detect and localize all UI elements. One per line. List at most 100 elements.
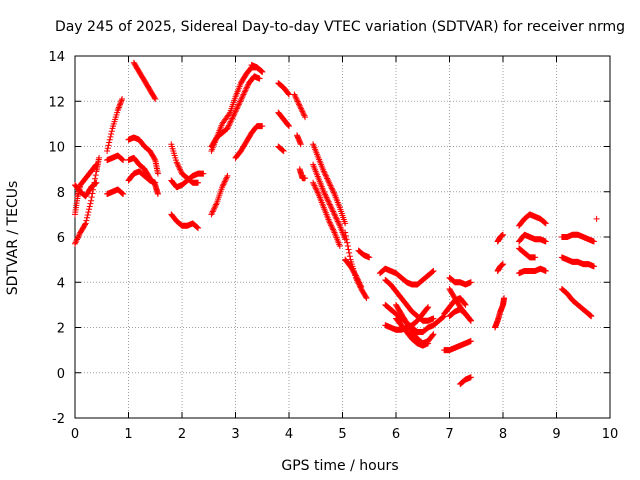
data-point <box>346 253 353 260</box>
y-tick-label: 8 <box>57 186 65 201</box>
data-point <box>362 293 369 300</box>
series-s26 <box>310 161 349 243</box>
data-point <box>328 222 335 229</box>
data-point <box>107 133 114 140</box>
data-point <box>108 128 115 135</box>
y-tick-label: 14 <box>48 50 65 65</box>
data-point <box>312 185 319 192</box>
data-point <box>92 162 99 169</box>
series-s42 <box>441 338 474 354</box>
data-point <box>243 84 250 91</box>
data-point <box>221 179 228 186</box>
data-point <box>89 190 96 197</box>
data-point <box>279 147 286 154</box>
data-point <box>335 219 342 226</box>
series-s24 <box>296 166 309 182</box>
data-point <box>232 108 239 115</box>
series-s17 <box>232 123 266 161</box>
data-point <box>151 155 158 162</box>
data-point <box>96 154 103 161</box>
series-s27 <box>310 179 343 250</box>
data-point <box>219 184 226 191</box>
data-point <box>330 209 337 216</box>
x-tick-label: 2 <box>178 427 186 442</box>
data-point <box>173 159 180 166</box>
data-point <box>344 239 351 246</box>
data-point <box>174 162 181 169</box>
data-point <box>328 183 335 190</box>
data-point <box>323 174 330 181</box>
data-point <box>230 112 237 119</box>
data-point <box>92 175 99 182</box>
data-point <box>321 169 328 176</box>
data-point <box>320 168 327 175</box>
data-point <box>332 214 339 221</box>
x-tick-label: 8 <box>499 427 507 442</box>
data-point <box>336 243 343 250</box>
data-point <box>326 179 333 186</box>
data-point <box>501 295 508 302</box>
data-point <box>225 122 232 129</box>
data-point <box>244 82 251 89</box>
data-point <box>326 200 333 207</box>
series-s07 <box>130 59 159 102</box>
data-point <box>326 219 333 226</box>
data-point <box>72 239 79 246</box>
series-s02 <box>72 161 100 218</box>
data-point <box>345 246 352 253</box>
data-point <box>228 116 235 123</box>
series-s18 <box>248 62 266 75</box>
data-point <box>325 198 332 205</box>
data-point <box>154 191 161 198</box>
data-point <box>324 175 331 182</box>
data-point <box>353 273 360 280</box>
series-s14 <box>208 172 231 218</box>
series-s54 <box>593 215 600 222</box>
data-point <box>211 205 218 212</box>
y-tick-label: 12 <box>48 95 65 110</box>
x-tick-label: 1 <box>124 427 132 442</box>
data-point <box>467 317 474 324</box>
y-tick-label: 0 <box>57 367 65 382</box>
series-s08 <box>125 134 161 177</box>
data-point <box>352 272 359 279</box>
data-point <box>292 92 299 99</box>
data-point <box>542 219 549 226</box>
data-point <box>296 101 303 108</box>
series-s28 <box>342 229 370 302</box>
data-point <box>330 208 337 215</box>
data-point <box>542 220 549 227</box>
data-point <box>328 223 335 230</box>
data-point <box>439 314 446 321</box>
data-point <box>323 194 330 201</box>
data-point <box>74 235 81 242</box>
data-point <box>93 179 100 186</box>
series-s21 <box>275 143 287 155</box>
data-point <box>220 181 227 188</box>
data-point <box>120 191 127 198</box>
series-s53 <box>558 286 595 320</box>
data-point <box>118 189 125 196</box>
data-point <box>352 271 359 278</box>
data-point <box>256 75 263 82</box>
series-s23 <box>294 132 304 148</box>
data-point <box>106 136 113 143</box>
data-point <box>235 101 242 108</box>
data-point <box>193 223 200 230</box>
data-point <box>241 90 248 97</box>
data-point <box>118 155 125 162</box>
series-s46 <box>494 261 506 274</box>
data-point <box>259 123 266 130</box>
x-tick-label: 3 <box>231 427 239 442</box>
series-s40 <box>441 295 469 317</box>
data-point <box>86 206 93 213</box>
data-point <box>346 249 353 256</box>
data-point <box>429 268 436 275</box>
series-s50 <box>516 265 549 277</box>
y-tick-label: 6 <box>57 231 65 246</box>
data-point <box>327 202 334 209</box>
data-point <box>86 203 93 210</box>
data-point <box>82 221 89 228</box>
data-point <box>177 167 184 174</box>
